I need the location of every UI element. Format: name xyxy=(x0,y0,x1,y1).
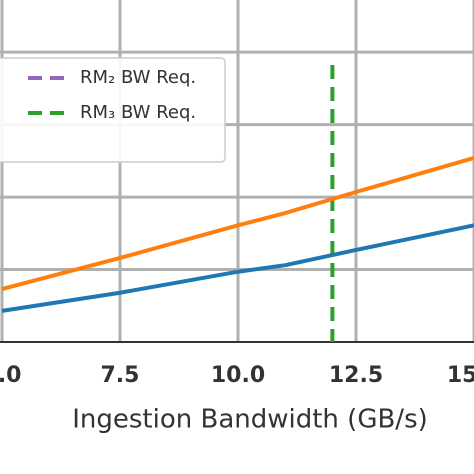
x-tick-label: 12.5 xyxy=(329,363,383,388)
x-tick-label: 7.5 xyxy=(101,363,140,388)
legend-label: RM₃ BW Req. xyxy=(80,102,196,123)
data-line xyxy=(1,223,474,313)
legend-box xyxy=(0,57,226,163)
legend-label: RM₂ BW Req. xyxy=(80,67,196,88)
x-tick-label: 15.0 xyxy=(447,363,474,388)
x-tick-label: 5.0 xyxy=(0,363,21,388)
x-tick-label: 10.0 xyxy=(211,363,265,388)
data-line xyxy=(1,156,474,292)
legend: RM₂ BW Req. RM₃ BW Req. xyxy=(0,57,226,163)
x-axis-label: Ingestion Bandwidth (GB/s) xyxy=(72,405,428,435)
